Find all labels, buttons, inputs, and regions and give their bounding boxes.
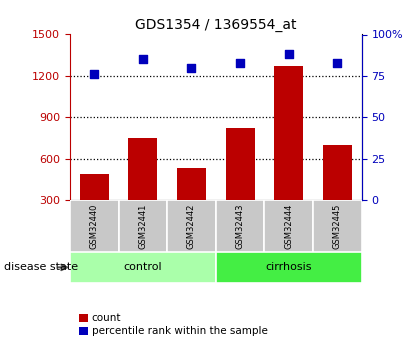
Text: GSM32440: GSM32440 — [90, 203, 99, 249]
Point — [140, 57, 146, 62]
Point — [286, 52, 292, 57]
Text: GSM32445: GSM32445 — [333, 203, 342, 249]
Bar — [264, 200, 313, 252]
Text: disease state: disease state — [4, 263, 78, 272]
Bar — [216, 252, 362, 283]
Title: GDS1354 / 1369554_at: GDS1354 / 1369554_at — [135, 18, 296, 32]
Point — [334, 60, 341, 66]
Bar — [323, 145, 352, 242]
Bar — [80, 174, 109, 242]
Text: GSM32444: GSM32444 — [284, 203, 293, 249]
Text: GSM32443: GSM32443 — [236, 203, 245, 249]
Bar — [226, 128, 255, 242]
Bar — [167, 200, 216, 252]
Bar — [118, 200, 167, 252]
Bar — [70, 200, 118, 252]
Bar — [128, 138, 157, 241]
Legend: count, percentile rank within the sample: count, percentile rank within the sample — [79, 313, 268, 336]
Bar — [274, 66, 303, 242]
Text: GSM32442: GSM32442 — [187, 203, 196, 249]
Bar — [177, 168, 206, 241]
Bar — [70, 252, 216, 283]
Point — [237, 60, 243, 66]
Text: control: control — [124, 263, 162, 272]
Point — [91, 71, 97, 77]
Text: GSM32441: GSM32441 — [139, 203, 147, 249]
Bar — [216, 200, 264, 252]
Bar — [313, 200, 362, 252]
Text: cirrhosis: cirrhosis — [266, 263, 312, 272]
Point — [188, 65, 195, 70]
